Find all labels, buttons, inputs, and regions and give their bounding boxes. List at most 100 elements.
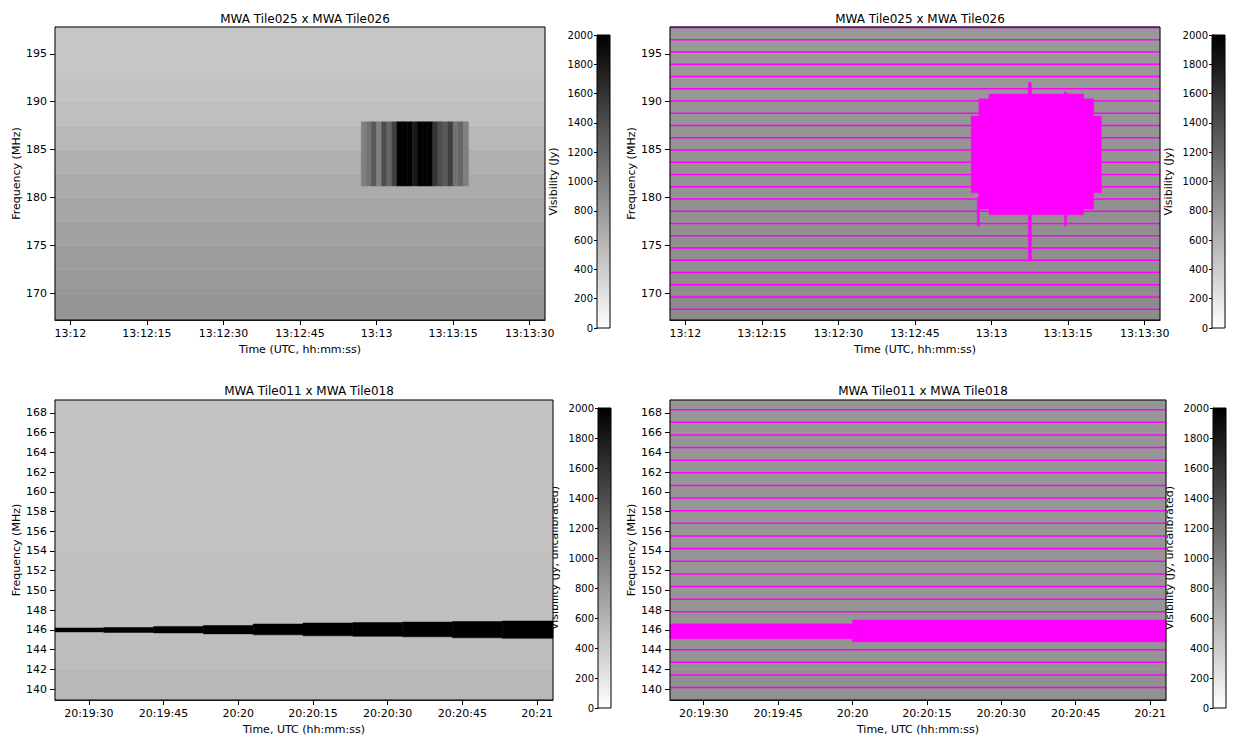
- svg-text:154: 154: [26, 544, 47, 557]
- svg-text:20:19:30: 20:19:30: [64, 707, 113, 720]
- svg-text:158: 158: [641, 505, 662, 518]
- svg-text:13:13: 13:13: [976, 327, 1008, 340]
- svg-text:152: 152: [26, 564, 47, 577]
- svg-text:156: 156: [641, 525, 662, 538]
- svg-text:MWA Tile011 x MWA Tile018: MWA Tile011 x MWA Tile018: [224, 384, 394, 398]
- svg-text:144: 144: [641, 643, 662, 656]
- svg-text:600: 600: [1190, 613, 1209, 624]
- svg-text:20:21: 20:21: [521, 707, 553, 720]
- svg-text:800: 800: [1190, 583, 1209, 594]
- svg-text:162: 162: [641, 466, 662, 479]
- svg-text:1200: 1200: [1183, 147, 1208, 158]
- svg-text:175: 175: [641, 239, 662, 252]
- svg-text:142: 142: [26, 663, 47, 676]
- svg-text:Time, UTC (hh:mm:ss): Time, UTC (hh:mm:ss): [856, 723, 979, 736]
- svg-text:13:13:30: 13:13:30: [505, 327, 554, 340]
- svg-text:1800: 1800: [1183, 59, 1208, 70]
- svg-text:148: 148: [641, 604, 662, 617]
- svg-text:168: 168: [641, 406, 662, 419]
- svg-text:2000: 2000: [1183, 30, 1208, 41]
- svg-text:170: 170: [641, 287, 662, 300]
- svg-text:600: 600: [1189, 235, 1208, 246]
- svg-text:400: 400: [575, 643, 594, 654]
- svg-text:200: 200: [1190, 673, 1209, 684]
- svg-text:2000: 2000: [568, 30, 593, 41]
- svg-text:20:19:45: 20:19:45: [753, 707, 802, 720]
- svg-text:2000: 2000: [1184, 403, 1209, 414]
- svg-text:MWA Tile025 x MWA Tile026: MWA Tile025 x MWA Tile026: [220, 12, 390, 26]
- svg-text:20:20:45: 20:20:45: [438, 707, 487, 720]
- svg-text:1400: 1400: [1184, 493, 1209, 504]
- svg-text:158: 158: [26, 505, 47, 518]
- svg-text:190: 190: [26, 95, 47, 108]
- svg-text:180: 180: [641, 191, 662, 204]
- svg-text:MWA Tile011 x MWA Tile018: MWA Tile011 x MWA Tile018: [838, 384, 1008, 398]
- svg-text:13:12:30: 13:12:30: [814, 327, 863, 340]
- svg-text:195: 195: [26, 47, 47, 60]
- svg-text:400: 400: [574, 264, 593, 275]
- svg-text:0: 0: [587, 323, 593, 334]
- svg-text:1000: 1000: [1184, 553, 1209, 564]
- svg-text:150: 150: [641, 584, 662, 597]
- svg-text:1200: 1200: [568, 147, 593, 158]
- svg-text:Frequency (MHz): Frequency (MHz): [625, 504, 638, 596]
- svg-text:20:20:45: 20:20:45: [1051, 707, 1100, 720]
- svg-text:1600: 1600: [1183, 88, 1208, 99]
- svg-text:20:20:30: 20:20:30: [363, 707, 412, 720]
- svg-text:200: 200: [574, 293, 593, 304]
- svg-text:200: 200: [575, 673, 594, 684]
- svg-text:164: 164: [641, 446, 662, 459]
- svg-text:146: 146: [641, 623, 662, 636]
- svg-text:166: 166: [26, 426, 47, 439]
- svg-text:1800: 1800: [1184, 433, 1209, 444]
- svg-text:20:20: 20:20: [837, 707, 869, 720]
- svg-text:Time (UTC, hh:mm:ss): Time (UTC, hh:mm:ss): [238, 343, 361, 356]
- svg-text:150: 150: [26, 584, 47, 597]
- svg-text:20:20:15: 20:20:15: [288, 707, 337, 720]
- svg-text:1600: 1600: [569, 463, 594, 474]
- svg-text:156: 156: [26, 525, 47, 538]
- svg-text:13:13:30: 13:13:30: [1120, 327, 1169, 340]
- svg-text:160: 160: [641, 485, 662, 498]
- svg-text:13:12:15: 13:12:15: [122, 327, 171, 340]
- svg-text:144: 144: [26, 643, 47, 656]
- svg-text:13:12:15: 13:12:15: [737, 327, 786, 340]
- svg-text:13:13:15: 13:13:15: [428, 327, 477, 340]
- svg-text:154: 154: [641, 544, 662, 557]
- svg-text:190: 190: [641, 95, 662, 108]
- svg-text:1400: 1400: [569, 493, 594, 504]
- svg-text:800: 800: [1189, 205, 1208, 216]
- svg-text:1800: 1800: [569, 433, 594, 444]
- svg-text:20:20:30: 20:20:30: [977, 707, 1026, 720]
- svg-text:600: 600: [574, 235, 593, 246]
- svg-text:180: 180: [26, 191, 47, 204]
- svg-text:600: 600: [575, 613, 594, 624]
- svg-text:1600: 1600: [568, 88, 593, 99]
- svg-text:1000: 1000: [568, 176, 593, 187]
- svg-text:13:12:45: 13:12:45: [275, 327, 324, 340]
- svg-text:160: 160: [26, 485, 47, 498]
- svg-text:Frequency (MHz): Frequency (MHz): [10, 504, 23, 596]
- svg-text:400: 400: [1190, 643, 1209, 654]
- svg-text:Time, UTC (hh:mm:ss): Time, UTC (hh:mm:ss): [242, 723, 365, 736]
- svg-text:Time (UTC, hh:mm:ss): Time (UTC, hh:mm:ss): [853, 343, 976, 356]
- svg-text:13:12:30: 13:12:30: [199, 327, 248, 340]
- svg-text:170: 170: [26, 287, 47, 300]
- svg-text:195: 195: [641, 47, 662, 60]
- svg-text:1200: 1200: [569, 523, 594, 534]
- svg-text:142: 142: [641, 663, 662, 676]
- svg-text:800: 800: [574, 205, 593, 216]
- svg-text:13:12:45: 13:12:45: [890, 327, 939, 340]
- svg-text:Frequency (MHz): Frequency (MHz): [10, 127, 23, 219]
- svg-text:800: 800: [575, 583, 594, 594]
- svg-text:2000: 2000: [569, 403, 594, 414]
- svg-text:152: 152: [641, 564, 662, 577]
- svg-text:20:19:45: 20:19:45: [139, 707, 188, 720]
- svg-text:20:20:15: 20:20:15: [902, 707, 951, 720]
- svg-text:168: 168: [26, 406, 47, 419]
- svg-text:1400: 1400: [1183, 117, 1208, 128]
- svg-text:185: 185: [641, 143, 662, 156]
- svg-text:185: 185: [26, 143, 47, 156]
- svg-text:13:12: 13:12: [669, 327, 701, 340]
- svg-text:13:13:15: 13:13:15: [1043, 327, 1092, 340]
